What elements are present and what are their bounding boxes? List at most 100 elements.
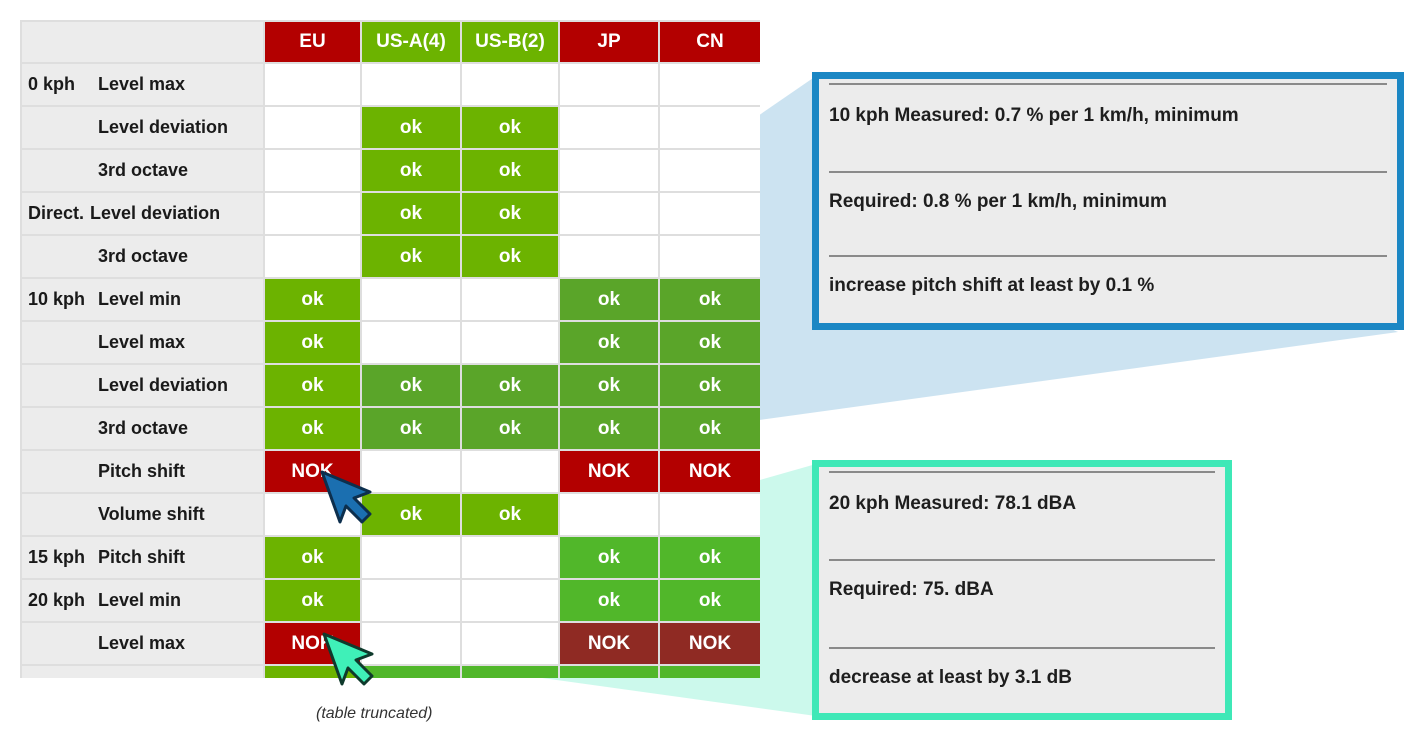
cell-cn[interactable]: ok [658, 363, 760, 408]
cell-jp[interactable]: ok [558, 664, 660, 678]
cell-cn[interactable]: ok [658, 320, 760, 365]
cell-us-a[interactable]: ok [360, 664, 462, 678]
cell-us-a[interactable]: ok [360, 406, 462, 451]
cell-us-b[interactable]: ok [460, 234, 560, 279]
cell-cn[interactable]: ok [658, 406, 760, 451]
cell-eu[interactable]: NOK [263, 449, 362, 494]
row-test: Level max [98, 633, 186, 653]
pitch-shift-callout: 10 kph Measured: 0.7 % per 1 km/h, minim… [812, 72, 1404, 330]
row-test: Level min [98, 590, 182, 610]
cell-jp[interactable]: ok [558, 578, 660, 623]
cell-us-a [360, 449, 462, 494]
row-label: 3rd octave [20, 234, 265, 279]
cell-us-a [360, 62, 462, 107]
results-table: EU US-A(4) US-B(2) JP CN 0 kph Level max L… [20, 20, 760, 678]
column-header-eu[interactable]: EU [263, 20, 362, 64]
cell-eu[interactable]: ok [263, 578, 362, 623]
table-row: 0 kph Level max [20, 62, 760, 107]
table-row: Direct. Level deviation ok ok [20, 191, 760, 236]
cell-us-a[interactable]: ok [360, 234, 462, 279]
table-row: Level max NOK NOK NOK [20, 621, 760, 666]
cell-us-a [360, 320, 462, 365]
cell-jp[interactable]: ok [558, 363, 660, 408]
cell-us-b [460, 621, 560, 666]
row-group: 15 kph [28, 547, 86, 567]
cell-us-b [460, 62, 560, 107]
cell-jp[interactable]: ok [558, 535, 660, 580]
cell-us-b [460, 277, 560, 322]
row-test: Level deviation [90, 203, 221, 223]
cell-eu [263, 234, 362, 279]
cell-us-b [460, 578, 560, 623]
cell-eu[interactable]: ok [263, 535, 362, 580]
level-measured: 20 kph Measured: 78.1 dBA [829, 493, 1077, 514]
cell-us-a[interactable]: ok [360, 363, 462, 408]
column-header-cn[interactable]: CN [658, 20, 760, 64]
level-required: Required: 75. dBA [829, 579, 994, 600]
cell-us-b[interactable]: ok [460, 105, 560, 150]
row-group: 20 kph [28, 590, 86, 610]
cell-cn[interactable]: ok [658, 664, 760, 678]
row-label: Level max [20, 621, 265, 666]
cell-eu[interactable]: ok [263, 363, 362, 408]
truncation-note: (table truncated) [316, 705, 433, 722]
row-label: Level deviation [20, 363, 265, 408]
cell-jp [558, 492, 660, 537]
row-test: Level max [98, 332, 186, 352]
cell-jp[interactable]: ok [558, 277, 660, 322]
row-label: 10 kph Level min [20, 277, 265, 322]
cell-eu[interactable]: NOK [263, 621, 362, 666]
column-header-jp[interactable]: JP [558, 20, 660, 64]
column-header-us-b[interactable]: US-B(2) [460, 20, 560, 64]
cell-cn [658, 492, 760, 537]
cell-jp[interactable]: ok [558, 406, 660, 451]
cell-cn[interactable]: ok [658, 277, 760, 322]
cell-us-a[interactable]: ok [360, 191, 462, 236]
cell-cn [658, 191, 760, 236]
level-max-callout: 20 kph Measured: 78.1 dBA Required: 75. … [812, 460, 1232, 720]
cell-eu [263, 191, 362, 236]
row-test: 3rd octave [98, 160, 189, 180]
cell-us-b[interactable]: ok [460, 148, 560, 193]
cell-cn[interactable]: ok [658, 578, 760, 623]
cell-cn [658, 234, 760, 279]
row-test: 3rd octave [98, 246, 189, 266]
cell-us-a [360, 621, 462, 666]
table-row: 3rd octave ok ok [20, 148, 760, 193]
cell-cn [658, 105, 760, 150]
cell-jp[interactable]: ok [558, 320, 660, 365]
column-header-us-a[interactable]: US-A(4) [360, 20, 462, 64]
cell-eu[interactable]: ok [263, 320, 362, 365]
cell-us-a[interactable]: ok [360, 105, 462, 150]
row-test: Volume shift [98, 504, 205, 524]
cell-jp[interactable]: NOK [558, 449, 660, 494]
cell-us-b[interactable]: ok [460, 406, 560, 451]
cell-us-b[interactable]: ok [460, 492, 560, 537]
row-label: 0 kph Level max [20, 62, 265, 107]
pitch-recommendation: increase pitch shift at least by 0.1 % [829, 275, 1155, 296]
row-group: Direct. [28, 203, 85, 223]
cell-eu[interactable]: ok [263, 277, 362, 322]
cell-cn[interactable]: ok [658, 535, 760, 580]
cell-eu[interactable]: ok [263, 406, 362, 451]
table-row: 3rd octave ok ok [20, 234, 760, 279]
row-test: Level deviation [98, 117, 229, 137]
cell-us-b [460, 535, 560, 580]
row-test: Level deviation [98, 375, 229, 395]
cell-us-b[interactable]: ok [460, 191, 560, 236]
cell-us-a [360, 578, 462, 623]
cell-us-a[interactable]: ok [360, 492, 462, 537]
pitch-required: Required: 0.8 % per 1 km/h, minimum [829, 191, 1167, 212]
row-test: Pitch shift [98, 547, 186, 567]
cell-us-b[interactable]: ok [460, 664, 560, 678]
cell-eu [263, 148, 362, 193]
cell-us-a[interactable]: ok [360, 148, 462, 193]
pitch-cursor-icon [320, 470, 372, 524]
cell-jp [558, 234, 660, 279]
cell-cn[interactable]: NOK [658, 449, 760, 494]
cell-cn[interactable]: NOK [658, 621, 760, 666]
cell-jp[interactable]: NOK [558, 621, 660, 666]
table-header: EU US-A(4) US-B(2) JP CN [20, 20, 760, 64]
cell-us-b[interactable]: ok [460, 363, 560, 408]
